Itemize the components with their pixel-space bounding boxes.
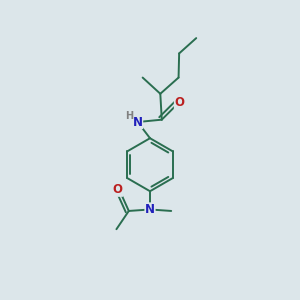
Text: O: O xyxy=(112,183,123,196)
Text: H: H xyxy=(125,110,134,121)
Text: O: O xyxy=(174,96,184,110)
Text: N: N xyxy=(133,116,142,128)
Text: N: N xyxy=(145,203,155,216)
